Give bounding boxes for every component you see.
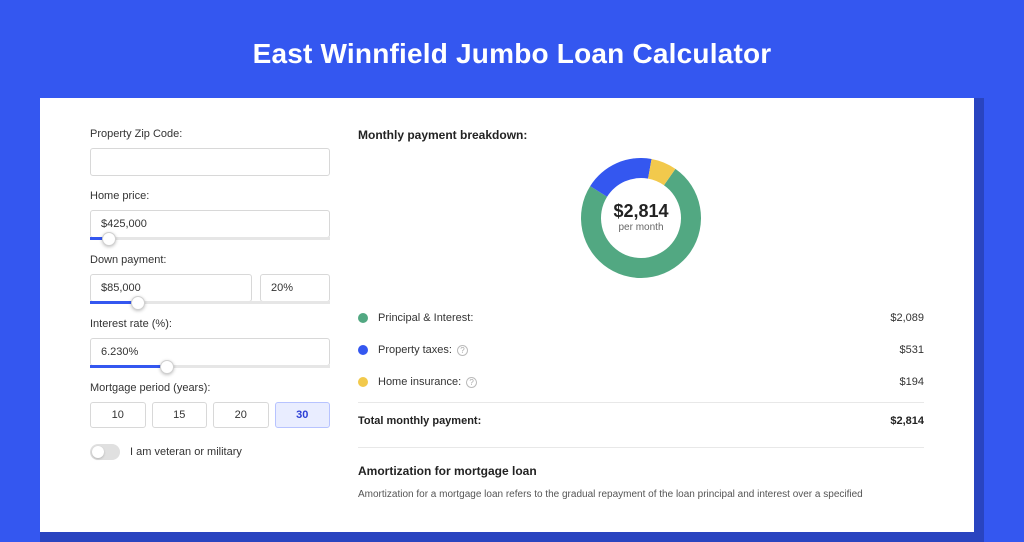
legend-dot [358, 377, 368, 387]
legend-value: $2,089 [890, 312, 924, 324]
interest-rate-label: Interest rate (%): [90, 318, 330, 330]
amortization-title: Amortization for mortgage loan [358, 464, 924, 478]
info-icon[interactable]: ? [466, 377, 477, 388]
donut-chart: $2,814per month [581, 158, 701, 278]
legend-label: Principal & Interest: [378, 312, 890, 324]
slider-thumb[interactable] [160, 360, 174, 374]
legend-value: $194 [900, 376, 924, 388]
calculator-panel: Property Zip Code: Home price: Down paym… [40, 98, 974, 532]
legend-list: Principal & Interest:$2,089Property taxe… [358, 302, 924, 398]
toggle-dot [92, 446, 104, 458]
breakdown-title: Monthly payment breakdown: [358, 128, 924, 142]
veteran-label: I am veteran or military [130, 446, 242, 458]
panel-shadow: Property Zip Code: Home price: Down paym… [40, 98, 984, 542]
zip-label: Property Zip Code: [90, 128, 330, 140]
period-button-30[interactable]: 30 [275, 402, 331, 428]
breakdown-column: Monthly payment breakdown: $2,814per mon… [358, 128, 924, 502]
interest-rate-group: Interest rate (%): [90, 318, 330, 368]
home-price-slider[interactable] [90, 237, 330, 240]
total-row: Total monthly payment: $2,814 [358, 402, 924, 441]
donut-center-sub: per month [618, 222, 663, 233]
total-label: Total monthly payment: [358, 415, 481, 427]
info-icon[interactable]: ? [457, 345, 468, 356]
down-payment-label: Down payment: [90, 254, 330, 266]
veteran-toggle[interactable] [90, 444, 120, 460]
mortgage-period-group: Mortgage period (years): 10152030 [90, 382, 330, 428]
slider-thumb[interactable] [131, 296, 145, 310]
total-value: $2,814 [890, 415, 924, 427]
period-button-15[interactable]: 15 [152, 402, 208, 428]
donut-chart-wrap: $2,814per month [358, 158, 924, 278]
mortgage-period-label: Mortgage period (years): [90, 382, 330, 394]
donut-slice [590, 158, 651, 197]
period-button-10[interactable]: 10 [90, 402, 146, 428]
down-payment-slider[interactable] [90, 301, 330, 304]
amortization-section: Amortization for mortgage loan Amortizat… [358, 447, 924, 502]
interest-rate-input[interactable] [90, 338, 330, 366]
page-title: East Winnfield Jumbo Loan Calculator [0, 38, 1024, 70]
veteran-toggle-row: I am veteran or military [90, 444, 330, 460]
down-payment-group: Down payment: [90, 254, 330, 304]
slider-fill [90, 365, 167, 368]
legend-value: $531 [900, 344, 924, 356]
home-price-input[interactable] [90, 210, 330, 238]
legend-dot [358, 345, 368, 355]
down-payment-amount-input[interactable] [90, 274, 252, 302]
legend-label: Property taxes:? [378, 344, 900, 356]
interest-rate-slider[interactable] [90, 365, 330, 368]
legend-row: Home insurance:?$194 [358, 366, 924, 398]
home-price-label: Home price: [90, 190, 330, 202]
slider-thumb[interactable] [102, 232, 116, 246]
legend-label: Home insurance:? [378, 376, 900, 388]
donut-center-value: $2,814 [613, 201, 668, 221]
zip-field-group: Property Zip Code: [90, 128, 330, 176]
form-column: Property Zip Code: Home price: Down paym… [90, 128, 330, 502]
legend-row: Principal & Interest:$2,089 [358, 302, 924, 334]
down-payment-percent-input[interactable] [260, 274, 330, 302]
period-button-20[interactable]: 20 [213, 402, 269, 428]
home-price-group: Home price: [90, 190, 330, 240]
legend-dot [358, 313, 368, 323]
amortization-text: Amortization for a mortgage loan refers … [358, 488, 924, 502]
legend-row: Property taxes:?$531 [358, 334, 924, 366]
zip-input[interactable] [90, 148, 330, 176]
